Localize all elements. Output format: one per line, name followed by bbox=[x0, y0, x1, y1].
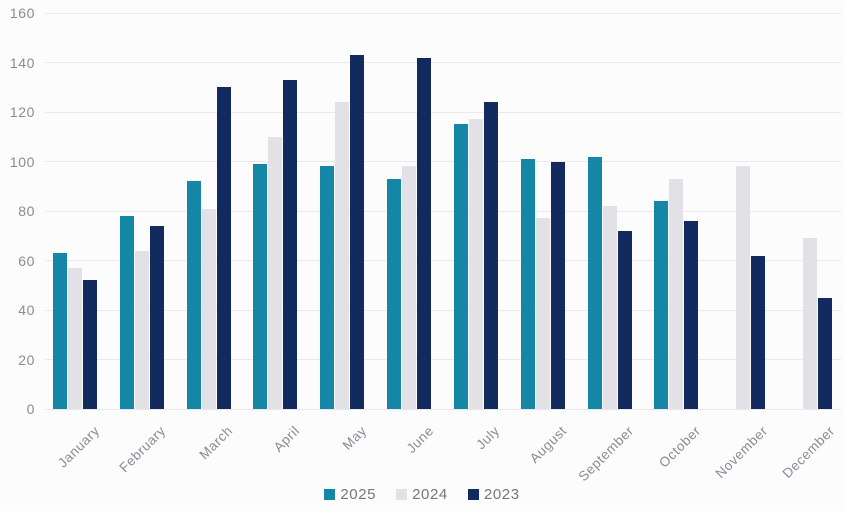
y-axis-tick-label: 140 bbox=[9, 54, 35, 71]
bar-january-2023 bbox=[83, 280, 97, 409]
gridline bbox=[45, 309, 841, 311]
bar-november-2024 bbox=[736, 166, 751, 409]
x-axis-label-may: May bbox=[339, 423, 370, 453]
bar-february-2023 bbox=[149, 225, 164, 409]
y-axis-tick-label: 120 bbox=[9, 104, 35, 120]
x-axis-label-april: April bbox=[270, 423, 303, 455]
gridline bbox=[45, 260, 841, 261]
bar-november-2023 bbox=[751, 255, 766, 409]
bar-september-2025 bbox=[587, 156, 602, 409]
legend-swatch-2023 bbox=[467, 489, 479, 500]
bar-february-2024 bbox=[134, 250, 149, 409]
bar-march-2025 bbox=[186, 181, 201, 409]
plot-area: 0 20 40 60 80 100 120 140 160 January February Marc… bbox=[10, 5, 841, 484]
gridline bbox=[45, 408, 841, 410]
bar-october-2024 bbox=[669, 178, 684, 409]
bar-august-2024 bbox=[535, 218, 550, 409]
legend-swatch-2025 bbox=[324, 489, 336, 500]
y-axis-tick-label: 20 bbox=[18, 351, 35, 368]
bar-october-2025 bbox=[654, 201, 669, 409]
x-axis-label-july: July bbox=[473, 423, 504, 453]
x-axis-label-october: October bbox=[655, 423, 704, 471]
legend-item-2025[interactable]: 2025 bbox=[324, 486, 376, 503]
y-axis-tick-label: 160 bbox=[9, 5, 35, 21]
bar-october-2023 bbox=[684, 220, 699, 409]
gridline bbox=[45, 62, 841, 63]
bar-may-2024 bbox=[335, 102, 350, 409]
bar-may-2025 bbox=[320, 166, 335, 409]
y-axis-tick-label: 40 bbox=[18, 302, 35, 318]
bar-july-2025 bbox=[453, 124, 468, 409]
x-axis-label-august: August bbox=[526, 423, 570, 466]
gridline bbox=[45, 111, 841, 113]
bar-september-2023 bbox=[617, 230, 632, 409]
x-axis-label-january: January bbox=[54, 423, 103, 471]
bar-may-2023 bbox=[350, 55, 365, 409]
x-axis-label-february: February bbox=[116, 423, 169, 476]
bar-april-2023 bbox=[283, 79, 298, 409]
bar-august-2023 bbox=[550, 161, 565, 409]
bar-august-2025 bbox=[520, 159, 535, 409]
legend-item-2023[interactable]: 2023 bbox=[467, 486, 520, 503]
bar-january-2025 bbox=[53, 253, 67, 409]
gridline bbox=[45, 161, 841, 162]
y-axis-tick-label: 100 bbox=[9, 153, 35, 170]
gridline bbox=[45, 359, 841, 360]
bar-march-2023 bbox=[216, 87, 231, 409]
bar-january-2024 bbox=[68, 267, 82, 409]
gridline bbox=[45, 12, 841, 14]
bar-february-2025 bbox=[119, 215, 134, 409]
x-axis-label-september: September bbox=[575, 423, 637, 485]
x-axis-label-november: November bbox=[712, 423, 771, 482]
bar-april-2024 bbox=[268, 136, 283, 409]
y-axis-tick-label: 60 bbox=[18, 252, 35, 269]
legend-swatch-2024 bbox=[396, 489, 408, 500]
legend-item-2024[interactable]: 2024 bbox=[396, 486, 448, 503]
y-axis-tick-label: 80 bbox=[18, 203, 35, 219]
bar-april-2025 bbox=[253, 163, 268, 409]
bar-september-2024 bbox=[602, 206, 617, 409]
bar-december-2023 bbox=[818, 297, 832, 409]
legend-label-2025: 2025 bbox=[340, 486, 377, 503]
x-axis-label-june: June bbox=[403, 423, 437, 457]
y-axis-tick-label: 0 bbox=[26, 401, 35, 417]
bar-december-2024 bbox=[803, 238, 817, 409]
x-axis-label-march: March bbox=[196, 423, 236, 463]
legend-label-2024: 2024 bbox=[412, 486, 448, 503]
bar-june-2024 bbox=[402, 166, 417, 409]
gridline bbox=[45, 210, 841, 212]
legend-label-2023: 2023 bbox=[483, 486, 520, 503]
legend: 2025 2024 2023 bbox=[0, 486, 844, 503]
bar-july-2023 bbox=[483, 102, 498, 409]
x-axis-label-december: December bbox=[779, 423, 838, 482]
bar-march-2024 bbox=[201, 208, 216, 409]
bar-july-2024 bbox=[468, 119, 483, 409]
bar-june-2025 bbox=[387, 178, 402, 409]
bar-june-2023 bbox=[417, 57, 432, 409]
